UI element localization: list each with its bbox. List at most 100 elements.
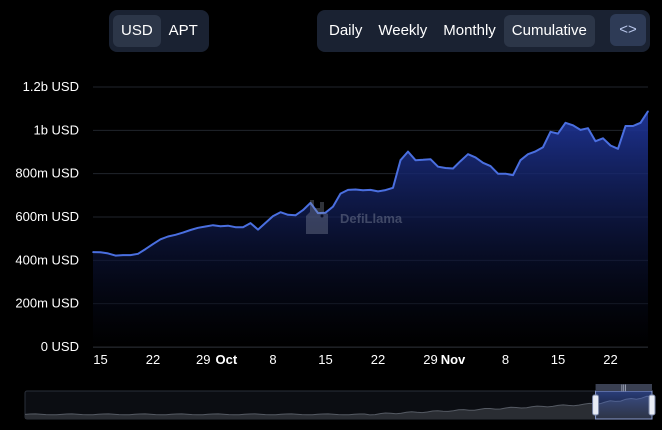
data-point bbox=[347, 189, 349, 191]
data-point bbox=[152, 243, 154, 245]
data-point bbox=[647, 110, 649, 113]
series-area bbox=[93, 111, 648, 347]
y-tick-label: 1b USD bbox=[33, 122, 79, 137]
data-point bbox=[437, 165, 439, 168]
data-point bbox=[384, 189, 387, 191]
x-tick-label: 22 bbox=[371, 352, 385, 367]
data-point bbox=[212, 224, 214, 227]
x-tick-label: 8 bbox=[502, 352, 509, 367]
data-point bbox=[249, 222, 252, 224]
data-point bbox=[204, 225, 207, 228]
data-point bbox=[377, 190, 379, 193]
y-tick-label: 800m USD bbox=[15, 166, 79, 181]
data-point bbox=[137, 253, 139, 255]
data-point bbox=[219, 225, 222, 228]
mode-weekly-button[interactable]: Weekly bbox=[378, 22, 428, 39]
currency-usd-button[interactable]: USD bbox=[113, 15, 161, 47]
data-point bbox=[174, 233, 177, 236]
data-point bbox=[504, 172, 507, 175]
y-tick-label: 600m USD bbox=[15, 209, 79, 224]
data-point bbox=[594, 140, 597, 142]
data-point bbox=[122, 254, 124, 256]
range-slider-preview-line bbox=[24, 395, 653, 416]
data-point bbox=[339, 192, 342, 195]
code-icon: <> bbox=[619, 21, 637, 38]
range-slider-preview-area bbox=[25, 396, 652, 419]
data-point bbox=[549, 131, 552, 133]
range-slider-selection[interactable] bbox=[595, 390, 653, 420]
x-tick-label: Oct bbox=[216, 352, 238, 367]
data-point bbox=[107, 252, 109, 255]
data-point bbox=[197, 227, 199, 229]
range-slider-drag-bar[interactable] bbox=[595, 384, 652, 391]
data-point bbox=[452, 167, 454, 170]
data-point bbox=[564, 121, 567, 124]
data-point bbox=[392, 186, 394, 189]
currency-apt-button[interactable]: APT bbox=[168, 22, 198, 39]
data-point bbox=[579, 129, 582, 131]
data-point bbox=[182, 231, 184, 234]
range-slider-left-handle[interactable] bbox=[592, 394, 600, 416]
x-tick-label: 22 bbox=[146, 352, 160, 367]
mode-cumulative-button[interactable]: Cumulative bbox=[503, 15, 595, 47]
data-point bbox=[279, 211, 282, 214]
y-tick-label: 0 USD bbox=[41, 339, 79, 354]
data-point bbox=[632, 125, 634, 127]
data-point bbox=[542, 146, 544, 149]
data-point bbox=[497, 172, 499, 175]
data-point bbox=[189, 229, 192, 231]
data-point bbox=[602, 137, 604, 140]
data-point bbox=[92, 251, 94, 253]
x-tick-label: Nov bbox=[441, 352, 466, 367]
data-point bbox=[294, 214, 297, 217]
data-point bbox=[399, 159, 402, 162]
x-tick-label: 29 bbox=[196, 352, 210, 367]
data-point bbox=[482, 162, 484, 164]
data-point bbox=[617, 147, 619, 150]
data-point bbox=[332, 205, 334, 208]
data-point bbox=[609, 144, 612, 147]
drag-grip-icon: ||| bbox=[621, 385, 627, 392]
data-point bbox=[519, 159, 522, 162]
data-point bbox=[264, 222, 267, 224]
x-tick-label: 15 bbox=[551, 352, 565, 367]
data-point bbox=[317, 212, 319, 214]
y-tick-label: 200m USD bbox=[15, 296, 79, 311]
x-tick-label: 22 bbox=[603, 352, 617, 367]
data-point bbox=[422, 159, 424, 161]
x-tick-label: 15 bbox=[93, 352, 107, 367]
data-point bbox=[234, 226, 237, 228]
data-point bbox=[309, 202, 312, 204]
y-tick-label: 400m USD bbox=[15, 252, 79, 267]
data-point bbox=[242, 226, 244, 228]
x-tick-label: 15 bbox=[318, 352, 332, 367]
data-point bbox=[227, 224, 229, 227]
data-point bbox=[129, 254, 132, 256]
currency-toggle: USD APT bbox=[109, 10, 209, 52]
data-point bbox=[272, 215, 274, 217]
data-point bbox=[534, 150, 537, 153]
data-point bbox=[167, 235, 169, 238]
data-point bbox=[257, 228, 259, 231]
data-point bbox=[287, 214, 289, 216]
range-slider-right-handle[interactable] bbox=[648, 394, 656, 416]
data-point bbox=[354, 188, 357, 191]
data-point bbox=[362, 189, 364, 192]
mode-monthly-button[interactable]: Monthly bbox=[443, 22, 496, 39]
data-point bbox=[302, 209, 304, 211]
data-point bbox=[467, 153, 469, 155]
embed-code-button[interactable]: <> bbox=[610, 14, 646, 46]
data-point bbox=[512, 174, 514, 176]
data-point bbox=[99, 251, 102, 254]
mode-daily-button[interactable]: Daily bbox=[329, 22, 363, 39]
x-tick-label: 29 bbox=[423, 352, 437, 367]
data-point bbox=[557, 132, 559, 135]
data-point bbox=[114, 254, 117, 257]
mode-toggle: Daily Weekly Monthly Cumulative bbox=[317, 10, 650, 52]
data-point bbox=[159, 238, 162, 241]
data-point bbox=[489, 165, 492, 167]
x-tick-label: 8 bbox=[269, 352, 276, 367]
data-point bbox=[639, 121, 642, 124]
data-point bbox=[459, 160, 462, 162]
